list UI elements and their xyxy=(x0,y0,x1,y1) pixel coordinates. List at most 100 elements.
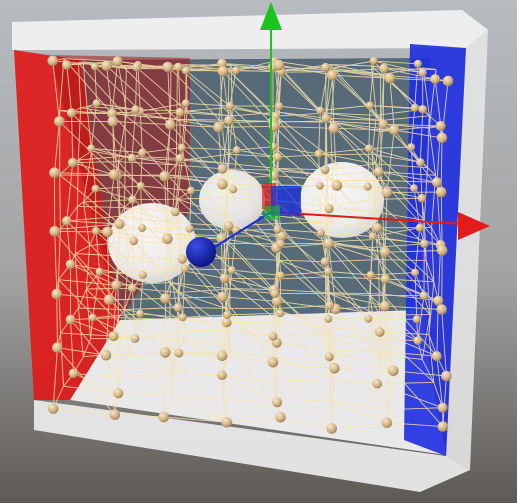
spring xyxy=(381,180,437,183)
spring xyxy=(116,282,171,286)
spring xyxy=(377,227,441,246)
particle xyxy=(170,207,180,217)
spring xyxy=(77,62,82,108)
particle xyxy=(162,61,174,73)
spring xyxy=(326,154,376,165)
gizmo-x-arrow-icon[interactable] xyxy=(458,212,490,240)
particle xyxy=(413,336,423,345)
particle xyxy=(136,309,145,318)
spring xyxy=(369,295,419,341)
spring xyxy=(113,285,117,337)
particle xyxy=(217,370,227,381)
spring xyxy=(226,163,230,216)
particle xyxy=(413,59,422,68)
spring xyxy=(329,241,384,295)
spring xyxy=(177,160,183,200)
spring xyxy=(330,399,391,411)
spring xyxy=(369,60,375,106)
particle xyxy=(107,108,117,119)
spring xyxy=(229,330,274,337)
spring xyxy=(379,331,430,335)
particle xyxy=(108,169,120,180)
transform-gizmo[interactable] xyxy=(186,2,490,267)
spring xyxy=(116,175,121,225)
spring xyxy=(229,351,278,359)
particle xyxy=(268,332,278,341)
spring xyxy=(322,333,383,356)
spring xyxy=(141,227,190,230)
spring xyxy=(177,288,231,294)
spring xyxy=(177,268,186,293)
spring xyxy=(113,336,119,394)
particle xyxy=(372,378,383,389)
particle xyxy=(316,228,325,237)
spring xyxy=(278,72,281,122)
spring xyxy=(334,367,394,372)
spring xyxy=(371,247,379,260)
spring xyxy=(278,259,326,263)
spring xyxy=(434,79,442,126)
spring xyxy=(377,381,434,385)
spring xyxy=(319,185,374,237)
spring xyxy=(326,292,383,295)
spring xyxy=(280,312,329,320)
spring xyxy=(52,60,60,122)
spring xyxy=(124,309,130,354)
spring xyxy=(330,121,381,132)
gizmo-x-axis[interactable] xyxy=(270,211,463,225)
spring xyxy=(441,309,447,377)
spring xyxy=(273,169,328,177)
spring xyxy=(221,355,228,423)
spring xyxy=(70,319,120,378)
spring xyxy=(137,64,141,112)
spring xyxy=(177,67,181,113)
particle xyxy=(173,62,183,72)
box-frame-bottom xyxy=(34,400,470,492)
spring xyxy=(273,289,327,294)
particle xyxy=(175,153,185,163)
particle xyxy=(368,232,377,241)
particle xyxy=(95,267,104,276)
spring xyxy=(327,271,369,319)
spring xyxy=(218,71,224,128)
particle xyxy=(92,227,100,235)
spring xyxy=(85,288,92,339)
particle xyxy=(51,288,63,300)
spring xyxy=(170,124,219,128)
spring xyxy=(331,75,335,129)
spring xyxy=(280,322,326,328)
particle xyxy=(216,350,228,362)
spring xyxy=(369,295,380,316)
particle xyxy=(364,314,373,323)
particle xyxy=(103,294,115,306)
spring xyxy=(372,227,420,237)
spring xyxy=(375,197,422,200)
particle xyxy=(158,411,169,423)
gizmo-z-axis[interactable] xyxy=(209,211,272,251)
particle xyxy=(276,231,287,242)
particle xyxy=(324,314,333,323)
spring xyxy=(325,326,333,350)
selected-handle-sphere[interactable] xyxy=(186,237,216,267)
gizmo-center-handle[interactable] xyxy=(264,206,280,220)
spring xyxy=(330,378,333,400)
particle xyxy=(87,144,96,153)
spring xyxy=(75,245,90,254)
particle xyxy=(273,152,283,162)
spring xyxy=(117,61,128,113)
particle xyxy=(417,193,427,203)
spring xyxy=(131,240,135,289)
spring xyxy=(277,276,326,280)
gizmo-y-arrow-icon[interactable] xyxy=(260,2,282,30)
spring xyxy=(118,161,121,217)
spring xyxy=(90,103,98,149)
spring xyxy=(383,68,437,70)
particle xyxy=(375,327,385,337)
spring xyxy=(374,199,425,245)
particle xyxy=(388,365,399,377)
particle xyxy=(270,289,280,298)
spring xyxy=(431,227,435,282)
spring xyxy=(425,260,435,282)
